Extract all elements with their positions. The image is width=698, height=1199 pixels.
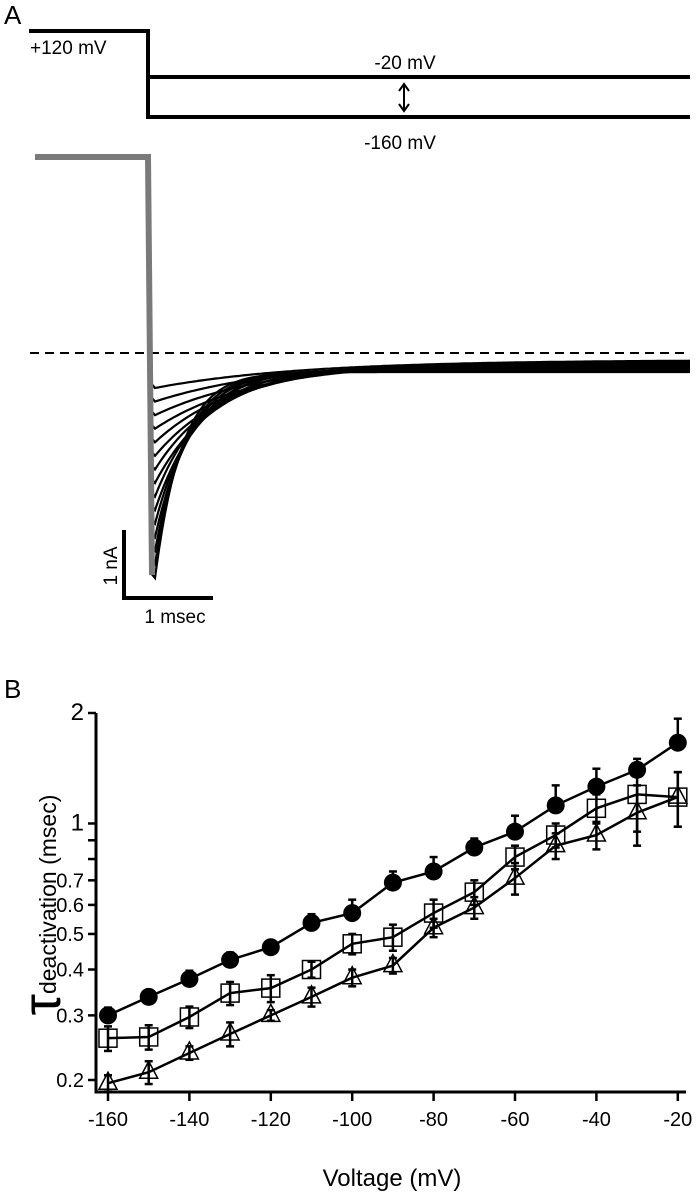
prepulse-current-trace [35,154,155,576]
scale-time-label: 1 msec [144,607,205,628]
data-point-circle [465,838,484,857]
y-tick-label: 0.3 [56,1005,84,1027]
data-point-triangle [138,1059,159,1079]
data-point-circle [587,777,606,796]
current-traces [30,154,691,581]
data-point-circle [180,969,199,988]
data-point-triangle [341,965,363,985]
tail-current-trace [149,367,690,527]
data-point-triangle [219,1021,241,1041]
data-point-triangle [301,984,322,1004]
bottom-step-label: -160 mV [364,133,436,154]
data-point-circle [139,987,158,1006]
series-circle-filled [99,717,687,1025]
data-point-triangle [97,1070,119,1090]
data-point-triangle [545,833,566,853]
data-point-triangle [504,865,526,885]
data-point-circle [546,796,565,815]
y-tick-label: 2 [71,699,84,726]
data-point-circle [668,733,687,752]
data-point-circle [383,873,402,892]
y-tick-label: 0.6 [56,895,84,917]
data-point-square [301,959,322,980]
tail-current-trace [149,370,690,581]
tau-symbol: τ [12,994,72,1015]
y-axis-title: τdeactivation (msec) [12,795,72,1016]
protocol-step-bottom [29,29,690,119]
x-tick-label: -160 [88,1109,128,1131]
data-point-circle [343,904,362,923]
scale-bar-lines [122,530,213,600]
tail-current-trace [149,363,690,458]
panel-a-label: A [4,0,22,30]
scale-current-label: 1 nA [101,546,122,585]
data-point-triangle [667,784,689,804]
data-point-square [261,978,281,998]
data-point-circle [221,950,240,969]
x-tick-label: -40 [582,1109,611,1131]
y-tick-label: 0.7 [56,870,84,892]
x-tick-label: -80 [419,1109,448,1131]
data-point-triangle [464,894,485,915]
data-point-triangle [423,915,444,935]
x-tick-label: -20 [663,1109,692,1131]
tail-current-trace [149,364,690,472]
top-step-label: -20 mV [374,53,436,74]
x-axis-title: Voltage (mV) [323,1165,462,1192]
x-tick-label: -120 [251,1109,291,1131]
y-tick-label: 0.4 [56,960,84,982]
y-tick-label: 0.5 [56,924,84,946]
double-arrow-icon [398,82,410,113]
x-tick-label: -100 [332,1109,372,1131]
y-tick-label: 0.2 [56,1070,84,1092]
data-point-circle [506,822,524,841]
tail-current-trace [149,359,691,390]
data-point-circle [261,938,280,957]
scale-bar: 1 nA 1 msec [101,530,213,628]
tau-chart: 0.2 0.3 0.4 0.5 0.6 0.7 1 2 -160 -140 -120 -100 -80 -… [56,699,692,1131]
data-point-triangle [260,1002,282,1023]
data-point-square [383,927,403,947]
x-tick-label: -140 [169,1109,209,1131]
data-point-triangle [586,822,607,842]
y-axis-title-text: deactivation (msec) [35,795,61,994]
data-point-square [138,1027,159,1047]
data-point-square [98,1028,118,1048]
data-point-circle [302,913,321,932]
voltage-protocol: +120 mV -20 mV -160 mV [29,29,690,154]
data-point-square [220,983,240,1003]
data-point-triangle [179,1040,200,1060]
prepulse-label: +120 mV [30,38,107,59]
series-square-open [98,763,688,1053]
data-point-square [342,934,362,954]
tail-current-trace [149,362,690,444]
data-point-triangle [626,800,648,820]
series-triangle-open [97,770,689,1093]
data-point-triangle [382,952,404,973]
data-point-circle [424,862,443,881]
data-point-circle [99,1006,117,1025]
panel-b-label: B [4,674,21,704]
y-tick-label: 1 [71,809,84,836]
data-point-square [586,798,607,819]
data-point-square [179,1007,200,1027]
x-tick-label: -60 [501,1109,530,1131]
